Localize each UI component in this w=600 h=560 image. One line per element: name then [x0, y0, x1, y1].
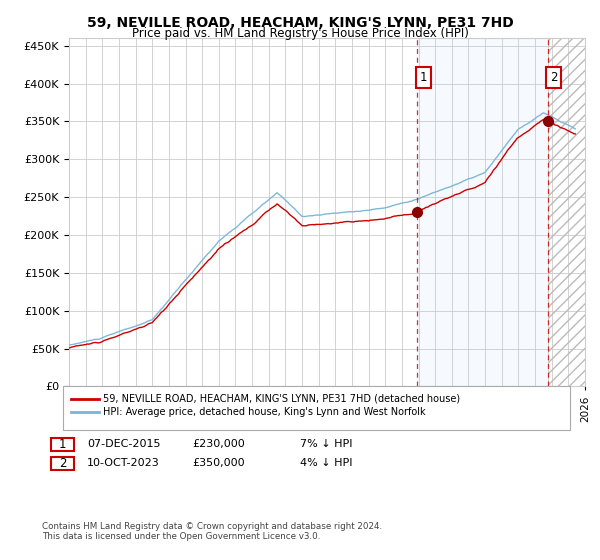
- Bar: [417, 38, 548, 386]
- Text: 7% ↓ HPI: 7% ↓ HPI: [300, 439, 353, 449]
- Bar: [548, 38, 585, 386]
- Bar: [547, 67, 562, 88]
- Text: HPI: Average price, detached house, King's Lynn and West Norfolk: HPI: Average price, detached house, King…: [103, 407, 426, 417]
- Bar: [416, 67, 431, 88]
- Text: 59, NEVILLE ROAD, HEACHAM, KING'S LYNN, PE31 7HD: 59, NEVILLE ROAD, HEACHAM, KING'S LYNN, …: [86, 16, 514, 30]
- Text: £230,000: £230,000: [192, 439, 245, 449]
- Text: £350,000: £350,000: [192, 458, 245, 468]
- Text: This data is licensed under the Open Government Licence v3.0.: This data is licensed under the Open Gov…: [42, 532, 320, 541]
- Text: 4% ↓ HPI: 4% ↓ HPI: [300, 458, 353, 468]
- Text: 1: 1: [59, 437, 66, 451]
- Bar: [548, 38, 585, 386]
- Text: 2: 2: [550, 71, 557, 84]
- Text: Contains HM Land Registry data © Crown copyright and database right 2024.: Contains HM Land Registry data © Crown c…: [42, 522, 382, 531]
- Text: Price paid vs. HM Land Registry's House Price Index (HPI): Price paid vs. HM Land Registry's House …: [131, 27, 469, 40]
- Text: 59, NEVILLE ROAD, HEACHAM, KING'S LYNN, PE31 7HD (detached house): 59, NEVILLE ROAD, HEACHAM, KING'S LYNN, …: [103, 394, 460, 404]
- Text: 1: 1: [419, 71, 427, 84]
- Text: 2: 2: [59, 456, 66, 470]
- Text: 10-OCT-2023: 10-OCT-2023: [87, 458, 160, 468]
- Text: 07-DEC-2015: 07-DEC-2015: [87, 439, 161, 449]
